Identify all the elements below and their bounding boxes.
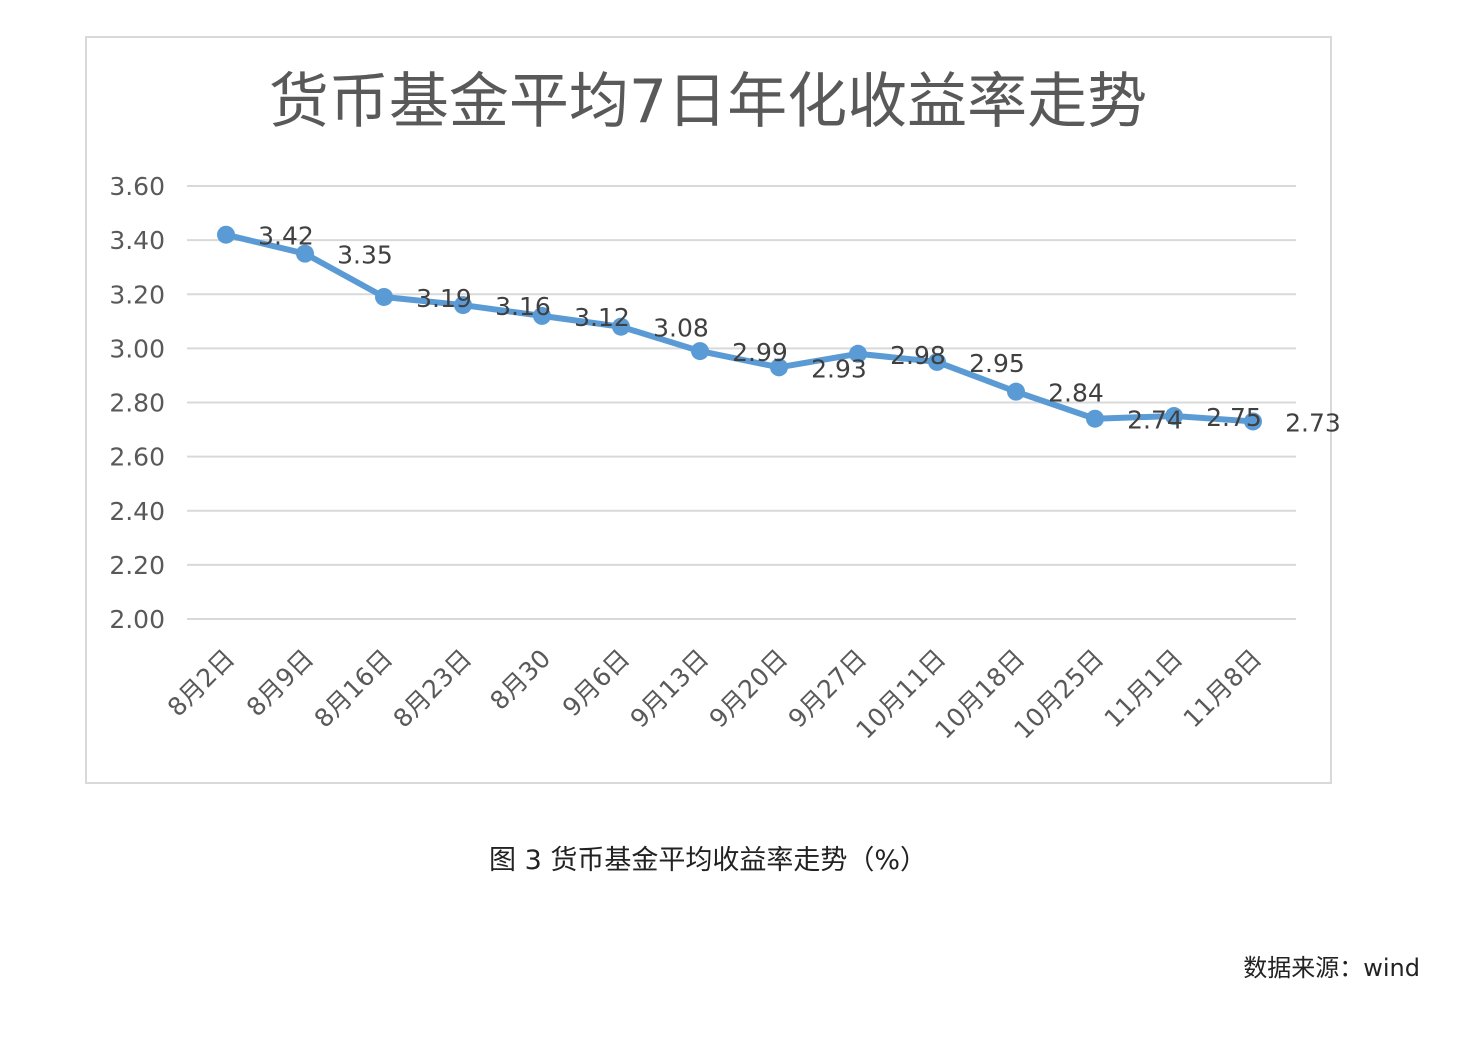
data-point	[533, 306, 551, 325]
data-label: 3.19	[416, 284, 472, 313]
data-point	[1086, 409, 1104, 428]
data-point	[691, 342, 709, 361]
data-label: 3.12	[574, 303, 630, 332]
series-line-layer	[223, 231, 1256, 425]
data-point	[612, 317, 630, 336]
x-tick-label: 8月23日	[388, 644, 478, 734]
data-label: 3.08	[653, 314, 709, 343]
data-point	[375, 287, 393, 306]
figure-caption: 图 3 货币基金平均收益率走势（%）	[489, 845, 927, 876]
series-points	[217, 225, 1262, 431]
data-point	[217, 225, 235, 244]
data-label: 2.84	[1048, 379, 1104, 408]
y-tick-label: 2.00	[109, 605, 165, 634]
x-tick-label: 8月2日	[162, 644, 240, 722]
data-point	[1244, 412, 1262, 431]
data-label: 2.73	[1285, 408, 1341, 437]
x-tick-label: 11月1日	[1099, 644, 1189, 734]
y-tick-label: 3.40	[109, 226, 165, 255]
chart-frame	[85, 36, 1332, 784]
x-tick-label: 9月13日	[625, 644, 715, 734]
y-tick-label: 2.80	[109, 389, 165, 418]
y-tick-label: 3.60	[109, 172, 165, 201]
data-point	[296, 244, 314, 263]
data-label: 2.93	[811, 354, 867, 383]
data-label: 2.75	[1206, 403, 1262, 432]
x-tick-label: 11月8日	[1178, 644, 1268, 734]
x-tick-label: 8月30	[484, 644, 556, 716]
data-point	[849, 344, 867, 363]
data-source-note: 数据来源：wind	[1243, 954, 1420, 982]
data-label: 3.16	[495, 292, 551, 321]
data-point	[1007, 382, 1025, 401]
data-label: 2.74	[1127, 406, 1183, 435]
y-tick-label: 3.20	[109, 280, 165, 309]
data-point	[454, 296, 472, 315]
chart-title: 货币基金平均7日年化收益率走势	[269, 67, 1147, 137]
gridlines	[187, 185, 1296, 620]
y-tick-label: 2.20	[109, 551, 165, 580]
x-tick-label: 8月16日	[309, 644, 399, 734]
data-label: 2.98	[890, 341, 946, 370]
data-point	[770, 358, 788, 377]
x-tick-label: 9月6日	[557, 644, 635, 722]
data-point	[928, 352, 946, 371]
data-label: 2.95	[969, 349, 1025, 378]
data-labels: 3.42 3.35 3.19 3.16 3.12 3.08 2.99 2.93 2.98 2.95…	[258, 222, 1341, 438]
data-label: 3.35	[337, 241, 393, 270]
x-tick-label: 9月20日	[704, 644, 794, 734]
y-axis-ticks: 2.00 2.20 2.40 2.60 2.80 3.00 3.20 3.40 3.60	[109, 172, 165, 634]
y-tick-label: 3.00	[109, 334, 165, 363]
data-label: 2.99	[732, 338, 788, 367]
x-tick-label: 8月9日	[241, 644, 319, 722]
y-tick-label: 2.60	[109, 443, 165, 472]
y-tick-label: 2.40	[109, 497, 165, 526]
series-line	[223, 231, 1256, 425]
data-label: 3.42	[258, 222, 314, 251]
data-point	[1165, 407, 1183, 426]
